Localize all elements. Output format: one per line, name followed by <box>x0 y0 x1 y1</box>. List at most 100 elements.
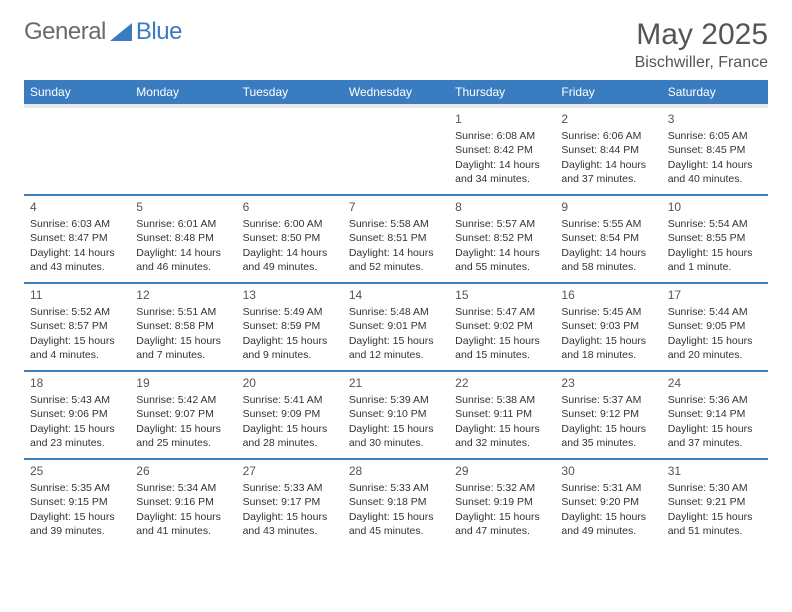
day-cell: 31Sunrise: 5:30 AMSunset: 9:21 PMDayligh… <box>662 460 768 546</box>
day-daylight1: Daylight: 15 hours <box>668 334 762 348</box>
day-daylight2: and 52 minutes. <box>349 260 443 274</box>
week-row: 25Sunrise: 5:35 AMSunset: 9:15 PMDayligh… <box>24 458 768 546</box>
day-sunrise: Sunrise: 5:45 AM <box>561 305 655 319</box>
day-number: 10 <box>668 199 762 215</box>
day-sunset: Sunset: 9:03 PM <box>561 319 655 333</box>
day-number: 2 <box>561 111 655 127</box>
calendar: Sunday Monday Tuesday Wednesday Thursday… <box>24 80 768 546</box>
day-cell: 15Sunrise: 5:47 AMSunset: 9:02 PMDayligh… <box>449 284 555 370</box>
day-sunrise: Sunrise: 5:55 AM <box>561 217 655 231</box>
day-daylight1: Daylight: 15 hours <box>349 510 443 524</box>
day-number: 29 <box>455 463 549 479</box>
day-sunset: Sunset: 8:47 PM <box>30 231 124 245</box>
day-daylight2: and 15 minutes. <box>455 348 549 362</box>
week-row: 11Sunrise: 5:52 AMSunset: 8:57 PMDayligh… <box>24 282 768 370</box>
day-daylight1: Daylight: 15 hours <box>668 246 762 260</box>
day-daylight2: and 49 minutes. <box>561 524 655 538</box>
day-daylight2: and 30 minutes. <box>349 436 443 450</box>
weekday-label: Thursday <box>449 80 555 104</box>
day-sunset: Sunset: 8:48 PM <box>136 231 230 245</box>
day-cell: 23Sunrise: 5:37 AMSunset: 9:12 PMDayligh… <box>555 372 661 458</box>
day-daylight1: Daylight: 15 hours <box>668 510 762 524</box>
day-sunset: Sunset: 8:44 PM <box>561 143 655 157</box>
day-number: 12 <box>136 287 230 303</box>
day-daylight1: Daylight: 14 hours <box>349 246 443 260</box>
day-cell: 4Sunrise: 6:03 AMSunset: 8:47 PMDaylight… <box>24 196 130 282</box>
day-cell: 5Sunrise: 6:01 AMSunset: 8:48 PMDaylight… <box>130 196 236 282</box>
day-sunrise: Sunrise: 6:08 AM <box>455 129 549 143</box>
day-cell: 9Sunrise: 5:55 AMSunset: 8:54 PMDaylight… <box>555 196 661 282</box>
day-daylight2: and 23 minutes. <box>30 436 124 450</box>
day-number: 6 <box>243 199 337 215</box>
day-sunset: Sunset: 8:58 PM <box>136 319 230 333</box>
day-daylight1: Daylight: 15 hours <box>668 422 762 436</box>
day-daylight2: and 40 minutes. <box>668 172 762 186</box>
day-cell: 1Sunrise: 6:08 AMSunset: 8:42 PMDaylight… <box>449 108 555 194</box>
day-cell: 3Sunrise: 6:05 AMSunset: 8:45 PMDaylight… <box>662 108 768 194</box>
day-cell: 7Sunrise: 5:58 AMSunset: 8:51 PMDaylight… <box>343 196 449 282</box>
day-daylight2: and 49 minutes. <box>243 260 337 274</box>
day-daylight1: Daylight: 15 hours <box>455 334 549 348</box>
day-number: 24 <box>668 375 762 391</box>
day-daylight2: and 1 minute. <box>668 260 762 274</box>
day-number: 23 <box>561 375 655 391</box>
day-sunset: Sunset: 9:11 PM <box>455 407 549 421</box>
day-sunrise: Sunrise: 5:39 AM <box>349 393 443 407</box>
day-sunset: Sunset: 8:50 PM <box>243 231 337 245</box>
day-number: 18 <box>30 375 124 391</box>
day-number: 21 <box>349 375 443 391</box>
day-daylight1: Daylight: 14 hours <box>561 158 655 172</box>
day-daylight2: and 46 minutes. <box>136 260 230 274</box>
day-number: 8 <box>455 199 549 215</box>
day-sunset: Sunset: 8:55 PM <box>668 231 762 245</box>
day-sunrise: Sunrise: 5:34 AM <box>136 481 230 495</box>
day-number: 25 <box>30 463 124 479</box>
day-cell: 17Sunrise: 5:44 AMSunset: 9:05 PMDayligh… <box>662 284 768 370</box>
day-number: 22 <box>455 375 549 391</box>
day-sunrise: Sunrise: 5:52 AM <box>30 305 124 319</box>
day-number: 16 <box>561 287 655 303</box>
day-sunset: Sunset: 9:06 PM <box>30 407 124 421</box>
day-cell: 12Sunrise: 5:51 AMSunset: 8:58 PMDayligh… <box>130 284 236 370</box>
day-sunrise: Sunrise: 6:00 AM <box>243 217 337 231</box>
day-daylight1: Daylight: 15 hours <box>561 422 655 436</box>
day-daylight2: and 35 minutes. <box>561 436 655 450</box>
day-cell: 30Sunrise: 5:31 AMSunset: 9:20 PMDayligh… <box>555 460 661 546</box>
day-sunset: Sunset: 9:07 PM <box>136 407 230 421</box>
day-daylight2: and 32 minutes. <box>455 436 549 450</box>
day-cell: 24Sunrise: 5:36 AMSunset: 9:14 PMDayligh… <box>662 372 768 458</box>
day-number: 28 <box>349 463 443 479</box>
day-sunrise: Sunrise: 5:35 AM <box>30 481 124 495</box>
day-daylight2: and 47 minutes. <box>455 524 549 538</box>
empty-cell <box>237 108 343 194</box>
day-daylight2: and 18 minutes. <box>561 348 655 362</box>
weekday-label: Saturday <box>662 80 768 104</box>
day-number: 7 <box>349 199 443 215</box>
day-sunset: Sunset: 9:02 PM <box>455 319 549 333</box>
weekday-label: Friday <box>555 80 661 104</box>
day-number: 13 <box>243 287 337 303</box>
day-sunrise: Sunrise: 6:01 AM <box>136 217 230 231</box>
day-daylight2: and 37 minutes. <box>668 436 762 450</box>
header: General Blue May 2025 Bischwiller, Franc… <box>24 18 768 72</box>
day-number: 19 <box>136 375 230 391</box>
day-daylight1: Daylight: 15 hours <box>243 510 337 524</box>
day-sunrise: Sunrise: 6:05 AM <box>668 129 762 143</box>
day-number: 3 <box>668 111 762 127</box>
day-number: 30 <box>561 463 655 479</box>
day-sunset: Sunset: 8:54 PM <box>561 231 655 245</box>
day-daylight1: Daylight: 15 hours <box>243 422 337 436</box>
weekday-label: Tuesday <box>237 80 343 104</box>
day-daylight1: Daylight: 15 hours <box>136 334 230 348</box>
day-number: 5 <box>136 199 230 215</box>
logo-part1: General <box>24 18 106 46</box>
day-daylight1: Daylight: 15 hours <box>455 422 549 436</box>
day-daylight2: and 41 minutes. <box>136 524 230 538</box>
day-sunrise: Sunrise: 5:49 AM <box>243 305 337 319</box>
day-sunset: Sunset: 9:09 PM <box>243 407 337 421</box>
day-sunrise: Sunrise: 5:43 AM <box>30 393 124 407</box>
day-daylight2: and 4 minutes. <box>30 348 124 362</box>
day-daylight1: Daylight: 15 hours <box>30 334 124 348</box>
day-cell: 21Sunrise: 5:39 AMSunset: 9:10 PMDayligh… <box>343 372 449 458</box>
day-daylight2: and 58 minutes. <box>561 260 655 274</box>
